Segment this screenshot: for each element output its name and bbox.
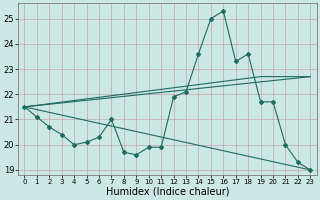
X-axis label: Humidex (Indice chaleur): Humidex (Indice chaleur) (106, 187, 229, 197)
